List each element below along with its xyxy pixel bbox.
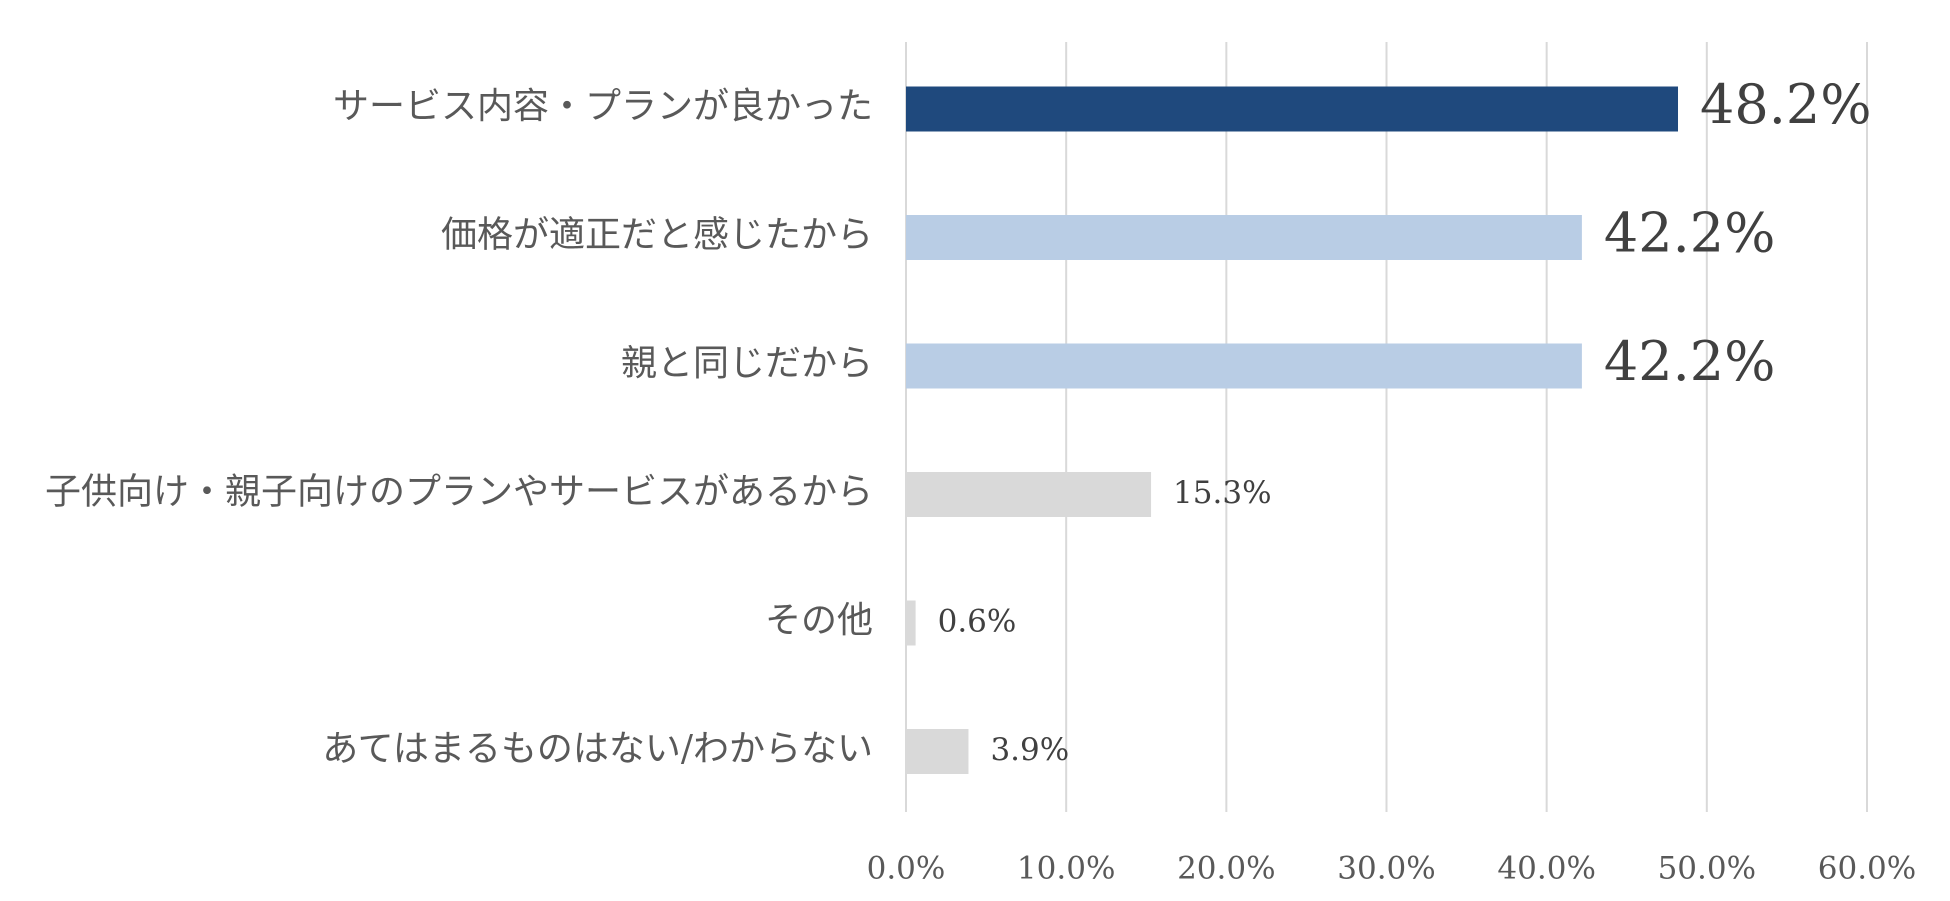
category-label: サービス内容・プランが良かった	[333, 86, 873, 127]
category-label: 子供向け・親子向けのプランやサービスがあるから	[45, 472, 873, 513]
x-tick-label: 50.0%	[1658, 851, 1756, 887]
bar	[906, 343, 1582, 389]
gridlines	[905, 42, 1868, 812]
category-label: 価格が適正だと感じたから	[441, 215, 873, 256]
x-tick-label: 30.0%	[1337, 851, 1435, 887]
x-tick-label: 60.0%	[1818, 851, 1916, 887]
data-label: 15.3%	[1173, 475, 1271, 511]
category-label: 親と同じだから	[621, 343, 873, 384]
data-label: 0.6%	[938, 604, 1017, 640]
category-labels: サービス内容・プランが良かった価格が適正だと感じたから親と同じだから子供向け・親…	[45, 86, 873, 770]
bar	[906, 215, 1582, 260]
data-label: 42.2%	[1604, 202, 1776, 265]
bar	[906, 86, 1679, 132]
x-tick-label: 40.0%	[1497, 851, 1595, 887]
bar	[906, 729, 969, 774]
category-label: その他	[765, 600, 873, 641]
x-tick-label: 20.0%	[1177, 851, 1275, 887]
x-tick-label: 0.0%	[867, 851, 946, 887]
data-label: 3.9%	[990, 732, 1069, 768]
x-axis-tick-labels: 0.0% 10.0% 20.0% 30.0% 40.0% 50.0% 60.0%	[867, 851, 1917, 887]
category-label: あてはまるものはない/わからない	[322, 729, 873, 770]
bars	[906, 86, 1679, 774]
data-label: 42.2%	[1604, 330, 1776, 393]
value-labels: 48.2% 42.2% 42.2% 15.3% 0.6% 3.9%	[938, 73, 1872, 768]
bar	[906, 472, 1152, 517]
data-label: 48.2%	[1700, 73, 1872, 136]
x-tick-label: 10.0%	[1017, 851, 1115, 887]
bar	[906, 600, 916, 646]
